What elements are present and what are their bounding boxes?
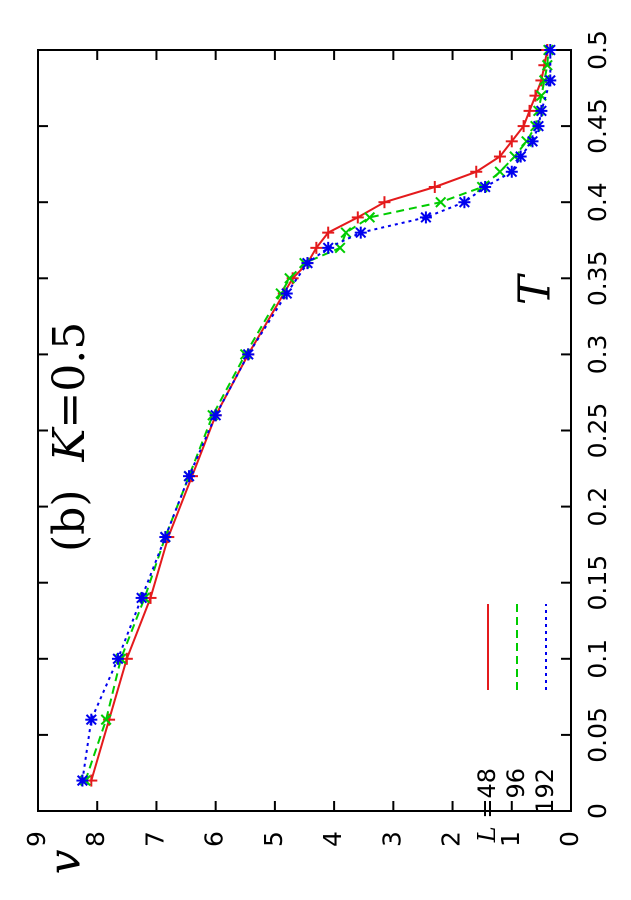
- data-point: [242, 348, 255, 361]
- y-tick-label: 7: [140, 831, 169, 847]
- data-point: [85, 713, 98, 726]
- annotation-param: K: [44, 427, 95, 463]
- data-point: [419, 211, 432, 224]
- x-tick-label: 0.1: [583, 639, 612, 679]
- data-point: [322, 226, 335, 239]
- x-tick-label: 0: [583, 803, 612, 819]
- data-point: [322, 241, 335, 254]
- y-tick-label: 5: [259, 831, 288, 847]
- data-point: [351, 211, 364, 224]
- legend-prefix: L: [473, 819, 501, 844]
- data-point: [505, 135, 518, 148]
- x-tick-label: 0.35: [583, 250, 612, 306]
- y-tick-label: 2: [437, 831, 466, 847]
- data-point: [493, 150, 506, 163]
- data-point: [209, 409, 222, 422]
- x-tick-label: 0.5: [583, 30, 612, 70]
- x-tick-label: 0.3: [583, 335, 612, 375]
- data-point: [517, 120, 530, 133]
- y-tick-label: 4: [318, 831, 347, 847]
- data-point: [159, 531, 172, 544]
- y-tick-label: 3: [377, 831, 406, 847]
- annotation: (b) K=0.5: [44, 322, 95, 552]
- data-point: [135, 591, 148, 604]
- data-point: [505, 165, 518, 178]
- data-point: [435, 196, 447, 208]
- series-line-2: [81, 50, 552, 781]
- data-point: [523, 104, 536, 117]
- y-tick-label: 0: [555, 831, 584, 847]
- legend-label: L =48: [473, 768, 502, 843]
- y-tick-label: 9: [22, 831, 51, 847]
- x-tick-label: 0.05: [583, 707, 612, 763]
- data-point: [280, 287, 293, 300]
- data-point: [428, 180, 441, 193]
- data-point: [364, 211, 376, 223]
- data-point: [354, 226, 367, 239]
- data-point: [111, 652, 124, 665]
- data-point: [340, 227, 352, 239]
- data-point: [529, 89, 542, 102]
- data-point: [76, 774, 89, 787]
- data-point: [494, 166, 506, 178]
- data-point: [514, 150, 527, 163]
- data-point: [541, 59, 553, 71]
- data-point: [526, 135, 539, 148]
- data-point: [532, 120, 545, 133]
- data-point: [535, 104, 548, 117]
- x-tick-label: 0.2: [583, 487, 612, 527]
- data-point: [479, 180, 492, 193]
- data-point: [183, 470, 196, 483]
- x-tick-label: 0.4: [583, 182, 612, 222]
- y-tick-label: 6: [200, 831, 229, 847]
- data-point: [458, 196, 471, 209]
- data-point: [544, 74, 557, 87]
- y-tick-label: 1: [496, 831, 525, 847]
- data-point: [100, 714, 112, 726]
- data-point: [284, 272, 296, 284]
- y-tick-label: 8: [81, 831, 110, 847]
- legend-label: 192: [531, 768, 559, 814]
- x-tick-label: 0.25: [583, 403, 612, 459]
- annotation-value: =0.5: [44, 322, 95, 429]
- legend-label: 96: [502, 768, 530, 799]
- data-point: [470, 165, 483, 178]
- x-axis-title: T: [510, 272, 561, 305]
- data-point: [301, 257, 314, 270]
- y-axis-title: v: [40, 849, 91, 874]
- data-point: [378, 196, 391, 209]
- annotation-prefix: (b): [44, 462, 95, 552]
- legend-entry: 192: [531, 604, 559, 814]
- legend-entry: L =48: [473, 604, 502, 843]
- legend-entry: 96: [502, 604, 530, 799]
- data-point: [310, 241, 323, 254]
- x-tick-label: 0.45: [583, 98, 612, 154]
- x-tick-label: 0.15: [583, 555, 612, 611]
- data-point: [544, 44, 557, 56]
